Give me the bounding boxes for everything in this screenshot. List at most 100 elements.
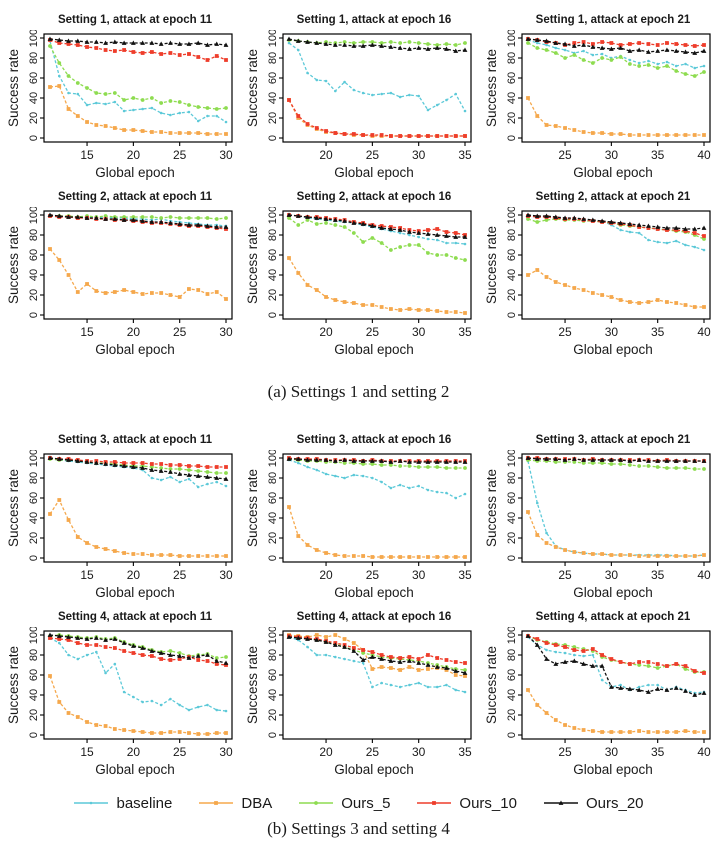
svg-text:40: 40 (697, 148, 711, 162)
subplot-title: Setting 1, attack at epoch 21 (535, 14, 691, 26)
plot-canvas: 0 20 40 60 80 100 20 25 30 35 (267, 627, 472, 759)
svg-text:35: 35 (458, 325, 472, 339)
svg-text:30: 30 (605, 568, 619, 582)
plot-canvas: 0 20 40 60 80 100 25 30 35 40 (506, 30, 711, 162)
svg-text:35: 35 (651, 568, 665, 582)
subplot-title: Setting 3, attack at epoch 11 (57, 434, 213, 446)
svg-text:40: 40 (28, 512, 40, 524)
svg-text:60: 60 (267, 72, 279, 84)
svg-text:15: 15 (80, 325, 94, 339)
x-axis-label: Global epoch (334, 342, 414, 357)
svg-text:80: 80 (28, 649, 40, 661)
svg-text:100: 100 (28, 207, 40, 224)
svg-text:25: 25 (366, 745, 380, 759)
subplot-setting-3-attack-at-epoch-16: Setting 3, attack at epoch 16 Success ra… (239, 428, 478, 605)
x-axis-label: Global epoch (573, 585, 653, 600)
svg-text:40: 40 (267, 92, 279, 104)
svg-text:35: 35 (458, 148, 472, 162)
plot-canvas: 0 20 40 60 80 100 20 25 30 35 (267, 450, 472, 582)
svg-text:15: 15 (80, 745, 94, 759)
svg-text:100: 100 (28, 450, 40, 467)
svg-text:100: 100 (267, 30, 279, 47)
svg-text:20: 20 (506, 532, 518, 544)
plot-canvas: 0 20 40 60 80 100 25 30 35 40 (506, 207, 711, 339)
ours_20-line-marker-icon (543, 800, 578, 805)
svg-text:25: 25 (366, 148, 380, 162)
svg-text:0: 0 (28, 312, 40, 318)
svg-text:30: 30 (605, 148, 619, 162)
svg-text:20: 20 (267, 532, 279, 544)
legend: baseline DBA Ours_5 Ours_10 Ours_20 (0, 792, 717, 814)
svg-text:30: 30 (219, 745, 233, 759)
x-axis-label: Global epoch (95, 585, 175, 600)
svg-text:20: 20 (319, 325, 333, 339)
plot-canvas: 0 20 40 60 80 100 25 30 35 40 (506, 450, 711, 582)
svg-text:60: 60 (28, 72, 40, 84)
svg-text:40: 40 (267, 689, 279, 701)
svg-text:100: 100 (506, 30, 518, 47)
svg-text:30: 30 (412, 745, 426, 759)
svg-text:80: 80 (28, 229, 40, 241)
svg-text:30: 30 (605, 325, 619, 339)
subplot-title: Setting 3, attack at epoch 16 (296, 434, 452, 446)
subplot-setting-2-attack-at-epoch-21: Setting 2, attack at epoch 21 Success ra… (478, 185, 717, 362)
svg-text:20: 20 (127, 745, 141, 759)
svg-text:80: 80 (267, 229, 279, 241)
ours_5-line-marker-icon (299, 801, 334, 805)
svg-text:80: 80 (506, 229, 518, 241)
svg-text:80: 80 (28, 472, 40, 484)
svg-text:20: 20 (267, 709, 279, 721)
dba-line-marker-icon (199, 801, 234, 805)
plot-canvas: 0 20 40 60 80 100 20 25 30 35 (267, 30, 472, 162)
x-axis-label: Global epoch (573, 762, 653, 777)
subplot-setting-4-attack-at-epoch-21: Setting 4, attack at epoch 21 Success ra… (478, 605, 717, 782)
svg-text:20: 20 (319, 568, 333, 582)
svg-text:25: 25 (173, 568, 187, 582)
svg-text:15: 15 (80, 568, 94, 582)
x-axis-label: Global epoch (95, 762, 175, 777)
subplot-setting-1-attack-at-epoch-16: Setting 1, attack at epoch 16 Success ra… (239, 8, 478, 185)
svg-text:80: 80 (267, 649, 279, 661)
svg-text:60: 60 (28, 492, 40, 504)
x-axis-label: Global epoch (334, 762, 414, 777)
svg-text:20: 20 (506, 112, 518, 124)
svg-text:0: 0 (506, 732, 518, 738)
svg-text:60: 60 (506, 669, 518, 681)
svg-text:80: 80 (506, 472, 518, 484)
panel-b-caption: (b) Settings 3 and setting 4 (267, 819, 450, 838)
svg-text:30: 30 (412, 325, 426, 339)
subplot-title: Setting 3, attack at epoch 21 (535, 434, 691, 446)
subplot-title: Setting 4, attack at epoch 21 (535, 611, 691, 623)
legend-item-baseline: baseline (73, 795, 172, 812)
svg-text:0: 0 (506, 555, 518, 561)
svg-text:40: 40 (28, 689, 40, 701)
svg-text:60: 60 (506, 72, 518, 84)
svg-text:35: 35 (651, 745, 665, 759)
ours_10-line-marker-icon (417, 801, 452, 805)
svg-text:25: 25 (558, 148, 572, 162)
svg-text:40: 40 (267, 512, 279, 524)
subplot-title: Setting 4, attack at epoch 16 (296, 611, 452, 623)
svg-text:25: 25 (173, 148, 187, 162)
plot-canvas: 0 20 40 60 80 100 15 20 25 30 (28, 450, 233, 582)
subplot-title: Setting 4, attack at epoch 11 (57, 611, 213, 623)
x-axis-label: Global epoch (573, 342, 653, 357)
panel-a-settings-1-2: Setting 1, attack at epoch 11 Success ra… (0, 8, 717, 362)
subplot-title: Setting 2, attack at epoch 21 (535, 191, 691, 203)
svg-text:0: 0 (506, 312, 518, 318)
svg-text:35: 35 (651, 148, 665, 162)
svg-text:40: 40 (506, 92, 518, 104)
svg-text:100: 100 (506, 627, 518, 644)
svg-text:25: 25 (558, 325, 572, 339)
subplot-title: Setting 1, attack at epoch 11 (57, 14, 213, 26)
svg-text:100: 100 (506, 450, 518, 467)
svg-text:100: 100 (267, 627, 279, 644)
subplot-setting-4-attack-at-epoch-11: Setting 4, attack at epoch 11 Success ra… (0, 605, 239, 782)
plot-canvas: 0 20 40 60 80 100 20 25 30 35 (267, 207, 472, 339)
svg-text:15: 15 (80, 148, 94, 162)
svg-text:100: 100 (267, 207, 279, 224)
svg-text:0: 0 (506, 135, 518, 141)
svg-text:60: 60 (506, 492, 518, 504)
subplot-title: Setting 1, attack at epoch 16 (296, 14, 452, 26)
legend-item-ours_5: Ours_5 (298, 795, 390, 812)
